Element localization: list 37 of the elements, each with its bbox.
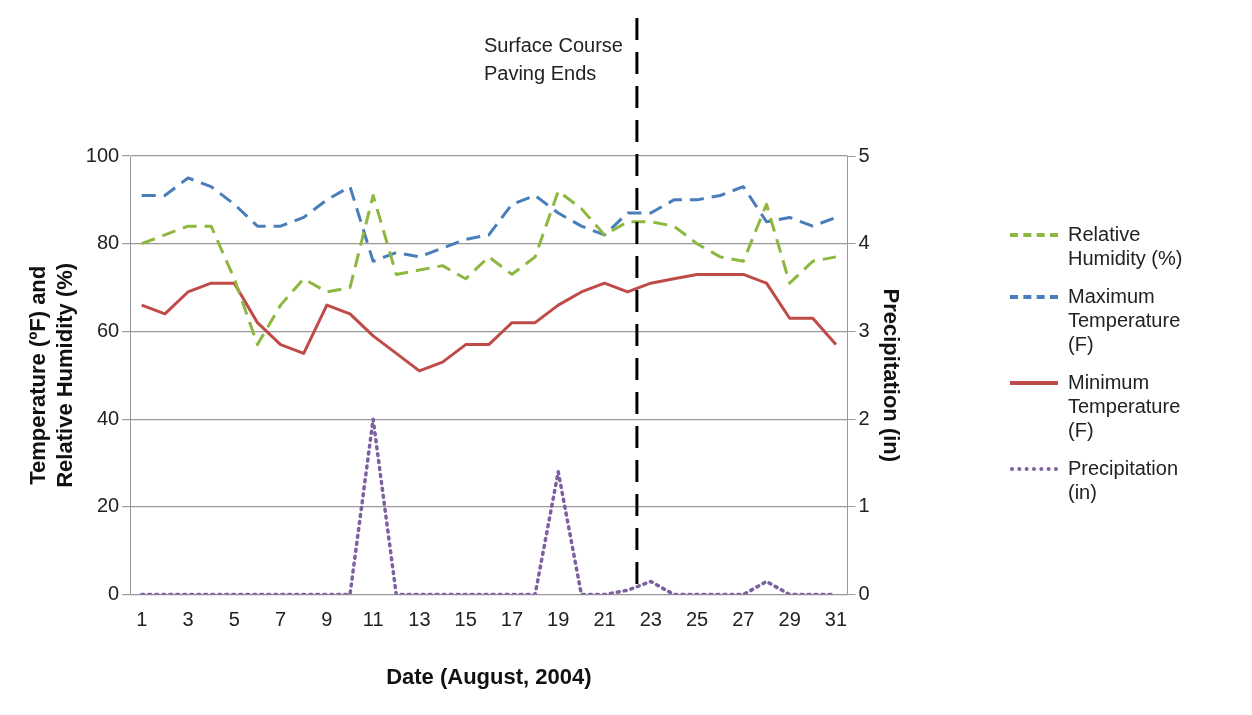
x-tick-label: 31 xyxy=(824,608,848,631)
x-tick-label: 3 xyxy=(182,608,194,631)
x-tick-label: 13 xyxy=(408,608,431,631)
legend-label: Precipitation (in) xyxy=(1068,456,1180,504)
y2-axis-title: Precipitation (in) xyxy=(878,288,904,463)
y2-tick-label: 4 xyxy=(858,231,870,254)
x-tick-label: 29 xyxy=(778,608,801,631)
y-tick-label: 60 xyxy=(96,318,120,341)
y-axis-title: Temperature (ºF) and Relative Humidity (%) xyxy=(25,262,77,488)
x-tick-label: 23 xyxy=(639,608,662,631)
line-series xyxy=(140,189,838,347)
y-tick-label: 0 xyxy=(108,582,120,605)
x-tick-label: 1 xyxy=(136,608,148,631)
y2-tick-label: 2 xyxy=(858,406,870,429)
x-tick-label: 17 xyxy=(500,608,524,631)
x-tick-label: 19 xyxy=(547,608,570,631)
x-axis-title: Date (August, 2004) xyxy=(386,663,592,689)
x-tick-label: 9 xyxy=(321,608,333,631)
y-tick-label: 80 xyxy=(96,231,120,254)
x-tick-label: 5 xyxy=(228,608,240,631)
y2-tick-label: 1 xyxy=(858,494,870,517)
legend-label: Relative Humidity (%) xyxy=(1068,222,1184,270)
legend-label: Maximum Temperature (F) xyxy=(1068,284,1182,356)
x-tick-label: 25 xyxy=(685,608,709,631)
y-tick-label: 40 xyxy=(96,406,120,429)
x-tick-label: 11 xyxy=(362,608,384,631)
x-tick-label: 27 xyxy=(732,608,755,631)
y2-tick-label: 0 xyxy=(858,582,870,605)
y2-tick-label: 5 xyxy=(858,143,870,166)
y2-tick-label: 3 xyxy=(858,318,870,341)
legend-label: Minimum Temperature (F) xyxy=(1068,370,1182,442)
x-tick-label: 15 xyxy=(454,608,477,631)
ref-line-label: Surface Course Paving Ends xyxy=(483,33,623,84)
y-tick-label: 100 xyxy=(85,143,120,166)
x-tick-label: 21 xyxy=(593,608,616,631)
x-tick-label: 7 xyxy=(275,608,287,631)
y-tick-label: 20 xyxy=(96,494,120,517)
